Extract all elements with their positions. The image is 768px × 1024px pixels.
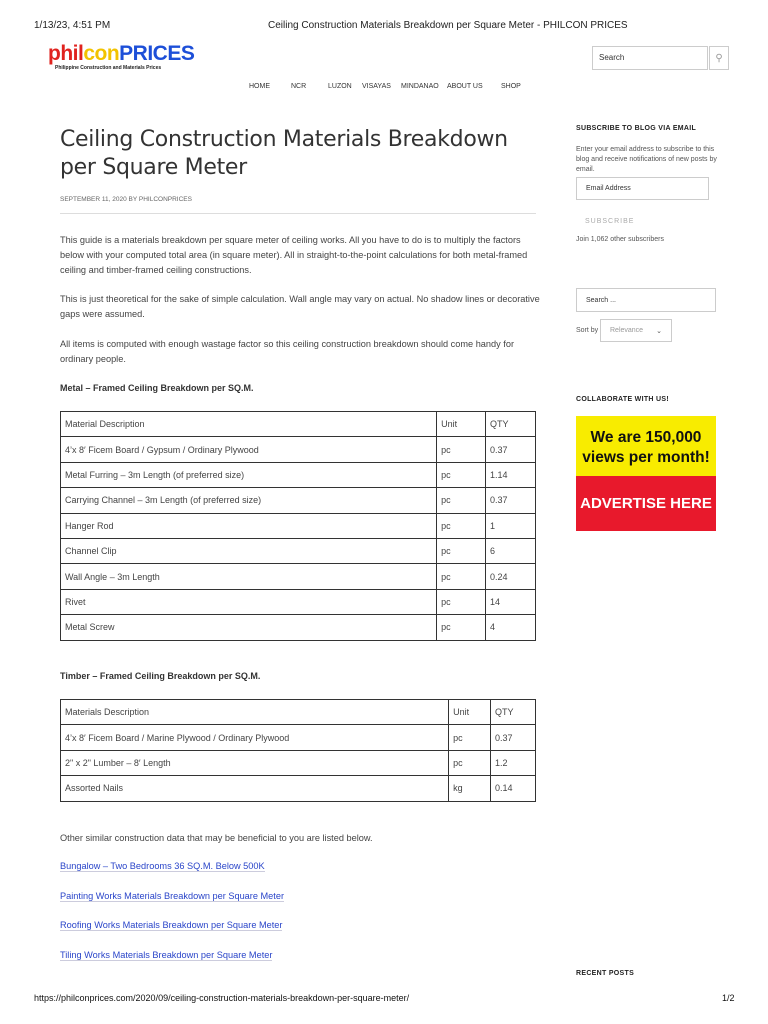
unit-cell: pc (436, 512, 487, 539)
timber-table: Materials Description Unit QTY 4’x 8′ Ficem… (59, 698, 536, 802)
qty-cell: 1 (485, 512, 536, 539)
unit-cell: pc (436, 487, 487, 514)
subscribe-text: Enter your email address to subscribe to… (576, 146, 717, 173)
table-row: Rivet pc 14 (59, 588, 536, 616)
sidebar-search-input[interactable]: Search ... (576, 288, 716, 312)
qty-cell: 6 (485, 537, 536, 565)
paragraph: All items is computed with enough wastag… (60, 339, 515, 364)
table-row: Assorted Nails kg 0.14 (59, 775, 536, 802)
subscribe-heading: SUBSCRIBE TO BLOG VIA EMAIL (576, 125, 697, 132)
print-datetime: 1/13/23, 4:51 PM (34, 20, 111, 31)
print-url: https://philconprices.com/2020/09/ceilin… (34, 993, 410, 1003)
unit-cell: pc (448, 749, 492, 777)
table-row: 4’x 8′ Ficem Board / Marine Plywood / Or… (59, 724, 536, 751)
qty-cell: 0.37 (485, 436, 536, 463)
nav-shop[interactable]: SHOP (501, 83, 521, 90)
nav-visayas[interactable]: VISAYAS (362, 83, 391, 90)
nav-luzon[interactable]: LUZON (328, 83, 352, 90)
table-row: Metal Furring – 3m Length (of preferred … (59, 461, 536, 489)
table-row: Carrying Channel – 3m Length (of preferr… (59, 487, 536, 514)
print-title: Ceiling Construction Materials Breakdown… (268, 20, 628, 31)
related-intro: Other similar construction data that may… (60, 833, 373, 843)
paragraph: This is just theoretical for the sake of… (60, 294, 540, 319)
qty-cell: 14 (485, 588, 536, 616)
description-cell: Wall Angle – 3m Length (59, 563, 438, 590)
related-link[interactable]: Painting Works Materials Breakdown per S… (60, 891, 285, 902)
table-row: Metal Screw pc 4 (59, 614, 536, 641)
description-cell: 2" x 2" Lumber – 8′ Length (59, 749, 450, 777)
related-link[interactable]: Tiling Works Materials Breakdown per Squ… (60, 950, 273, 961)
unit-cell: pc (436, 563, 487, 590)
description-cell: Channel Clip (59, 537, 438, 565)
site-logo[interactable]: philconPRICES (48, 42, 195, 65)
related-link[interactable]: Roofing Works Materials Breakdown per Sq… (60, 920, 283, 931)
qty-cell: 0.37 (490, 724, 536, 751)
unit-cell: pc (436, 614, 487, 641)
description-cell: Assorted Nails (59, 775, 450, 802)
table-row: Channel Clip pc 6 (59, 537, 536, 565)
table-row: Wall Angle – 3m Length pc 0.24 (59, 563, 536, 590)
description-cell: Materials Description (59, 698, 450, 726)
table-row: 4’x 8′ Ficem Board / Gypsum / Ordinary P… (59, 436, 536, 463)
timber-heading: Timber – Framed Ceiling Breakdown per SQ… (60, 671, 261, 681)
metal-heading: Metal – Framed Ceiling Breakdown per SQ.… (60, 383, 254, 393)
nav-about-us[interactable]: ABOUT US (447, 83, 483, 90)
description-cell: 4’x 8′ Ficem Board / Gypsum / Ordinary P… (59, 436, 438, 463)
description-cell: Hanger Rod (59, 512, 438, 539)
advertise-banner[interactable]: We are 150,000 views per month! ADVERTIS… (576, 416, 716, 531)
collab-heading: COLLABORATE WITH US! (576, 396, 669, 403)
description-cell: Metal Screw (59, 614, 438, 641)
unit-cell: Unit (436, 410, 487, 438)
unit-cell: pc (436, 588, 487, 616)
nav-home[interactable]: HOME (249, 83, 270, 90)
description-cell: Metal Furring – 3m Length (of preferred … (59, 461, 438, 489)
unit-cell: kg (448, 775, 492, 802)
unit-cell: Unit (448, 698, 492, 726)
logo-tagline: Philippine Construction and Materials Pr… (55, 65, 162, 71)
paragraph: This guide is a materials breakdown per … (60, 235, 528, 275)
page-title: Ceiling Construction Materials Breakdown… (60, 127, 508, 180)
table-row: Materials Description Unit QTY (59, 698, 536, 726)
unit-cell: pc (448, 724, 492, 751)
table-row: 2" x 2" Lumber – 8′ Length pc 1.2 (59, 749, 536, 777)
sort-label: Sort by (576, 327, 599, 334)
header-search-input[interactable]: Search (592, 46, 708, 70)
email-field[interactable]: Email Address (576, 177, 709, 200)
unit-cell: pc (436, 436, 487, 463)
unit-cell: pc (436, 537, 487, 565)
unit-cell: pc (436, 461, 487, 489)
nav-mindanao[interactable]: MINDANAO (401, 83, 439, 90)
qty-cell: 1.2 (490, 749, 536, 777)
divider (60, 213, 536, 214)
qty-cell: QTY (485, 410, 536, 438)
description-cell: 4’x 8′ Ficem Board / Marine Plywood / Or… (59, 724, 450, 751)
qty-cell: 0.24 (485, 563, 536, 590)
qty-cell: 0.37 (485, 487, 536, 514)
search-button[interactable]: ⚲ (709, 46, 729, 70)
qty-cell: QTY (490, 698, 536, 726)
sort-select[interactable]: Relevance ⌄ (600, 319, 672, 342)
recent-posts-heading: RECENT POSTS (576, 970, 635, 977)
nav-ncr[interactable]: NCR (291, 83, 307, 90)
table-row: Material Description Unit QTY (59, 410, 536, 438)
table-row: Hanger Rod pc 1 (59, 512, 536, 539)
qty-cell: 0.14 (490, 775, 536, 802)
chevron-down-icon: ⌄ (656, 327, 662, 335)
qty-cell: 1.14 (485, 461, 536, 489)
print-page: 1/2 (722, 993, 735, 1003)
description-cell: Rivet (59, 588, 438, 616)
subscriber-count: Join 1,062 other subscribers (576, 236, 664, 243)
metal-table: Material Description Unit QTY 4’x 8′ Ficem … (59, 410, 536, 641)
subscribe-button[interactable]: SUBSCRIBE (585, 218, 635, 225)
description-cell: Carrying Channel – 3m Length (of preferr… (59, 487, 438, 514)
qty-cell: 4 (485, 614, 536, 641)
description-cell: Material Description (59, 410, 438, 438)
search-icon: ⚲ (715, 52, 723, 64)
post-meta: SEPTEMBER 11, 2020 BY PHILCONPRICES (60, 196, 192, 203)
related-link[interactable]: Bungalow – Two Bedrooms 36 SQ.M. Below 5… (60, 861, 265, 872)
